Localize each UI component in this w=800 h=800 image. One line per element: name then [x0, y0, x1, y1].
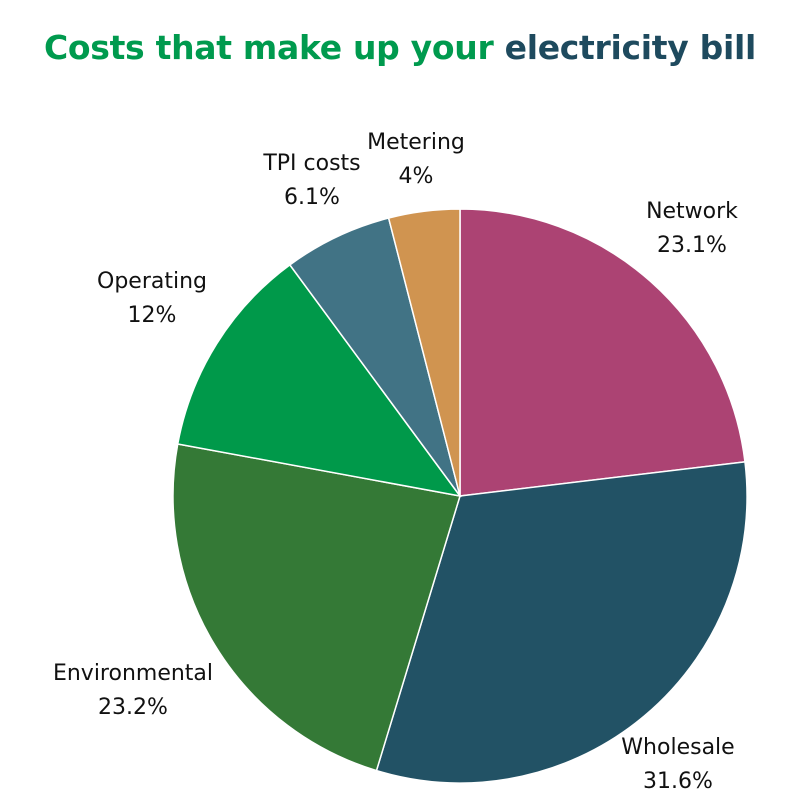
slice-name-label: TPI costs — [262, 151, 360, 176]
slice-percent-label: 23.2% — [98, 695, 168, 720]
pie-slice-network — [459, 208, 746, 497]
slice-percent-label: 4% — [399, 164, 434, 189]
pie-slice-wholesale — [375, 460, 748, 784]
slice-name-label: Wholesale — [621, 735, 734, 760]
pie-labels: Network 23.1% Wholesale 31.6% Environmental 2… — [53, 130, 738, 794]
chart-title: Costs that make up your electricity bill — [0, 28, 800, 67]
pie-slice-environmental — [172, 443, 461, 772]
slice-name-label: Operating — [97, 269, 207, 294]
slice-percent-label: 6.1% — [284, 185, 340, 210]
slice-name-label: Environmental — [53, 661, 213, 686]
slice-name-label: Metering — [367, 130, 465, 155]
pie-slice-operating — [176, 263, 462, 498]
slice-percent-label: 12% — [128, 303, 177, 328]
slice-percent-label: 31.6% — [643, 769, 713, 794]
pie-slices — [172, 208, 748, 784]
pie-slice-metering — [387, 208, 461, 497]
chart-title-part1: Costs that make up your — [43, 28, 505, 67]
slice-percent-label: 23.1% — [657, 233, 727, 258]
slice-name-label: Network — [646, 199, 738, 224]
chart-title-part2: electricity bill — [504, 28, 757, 67]
